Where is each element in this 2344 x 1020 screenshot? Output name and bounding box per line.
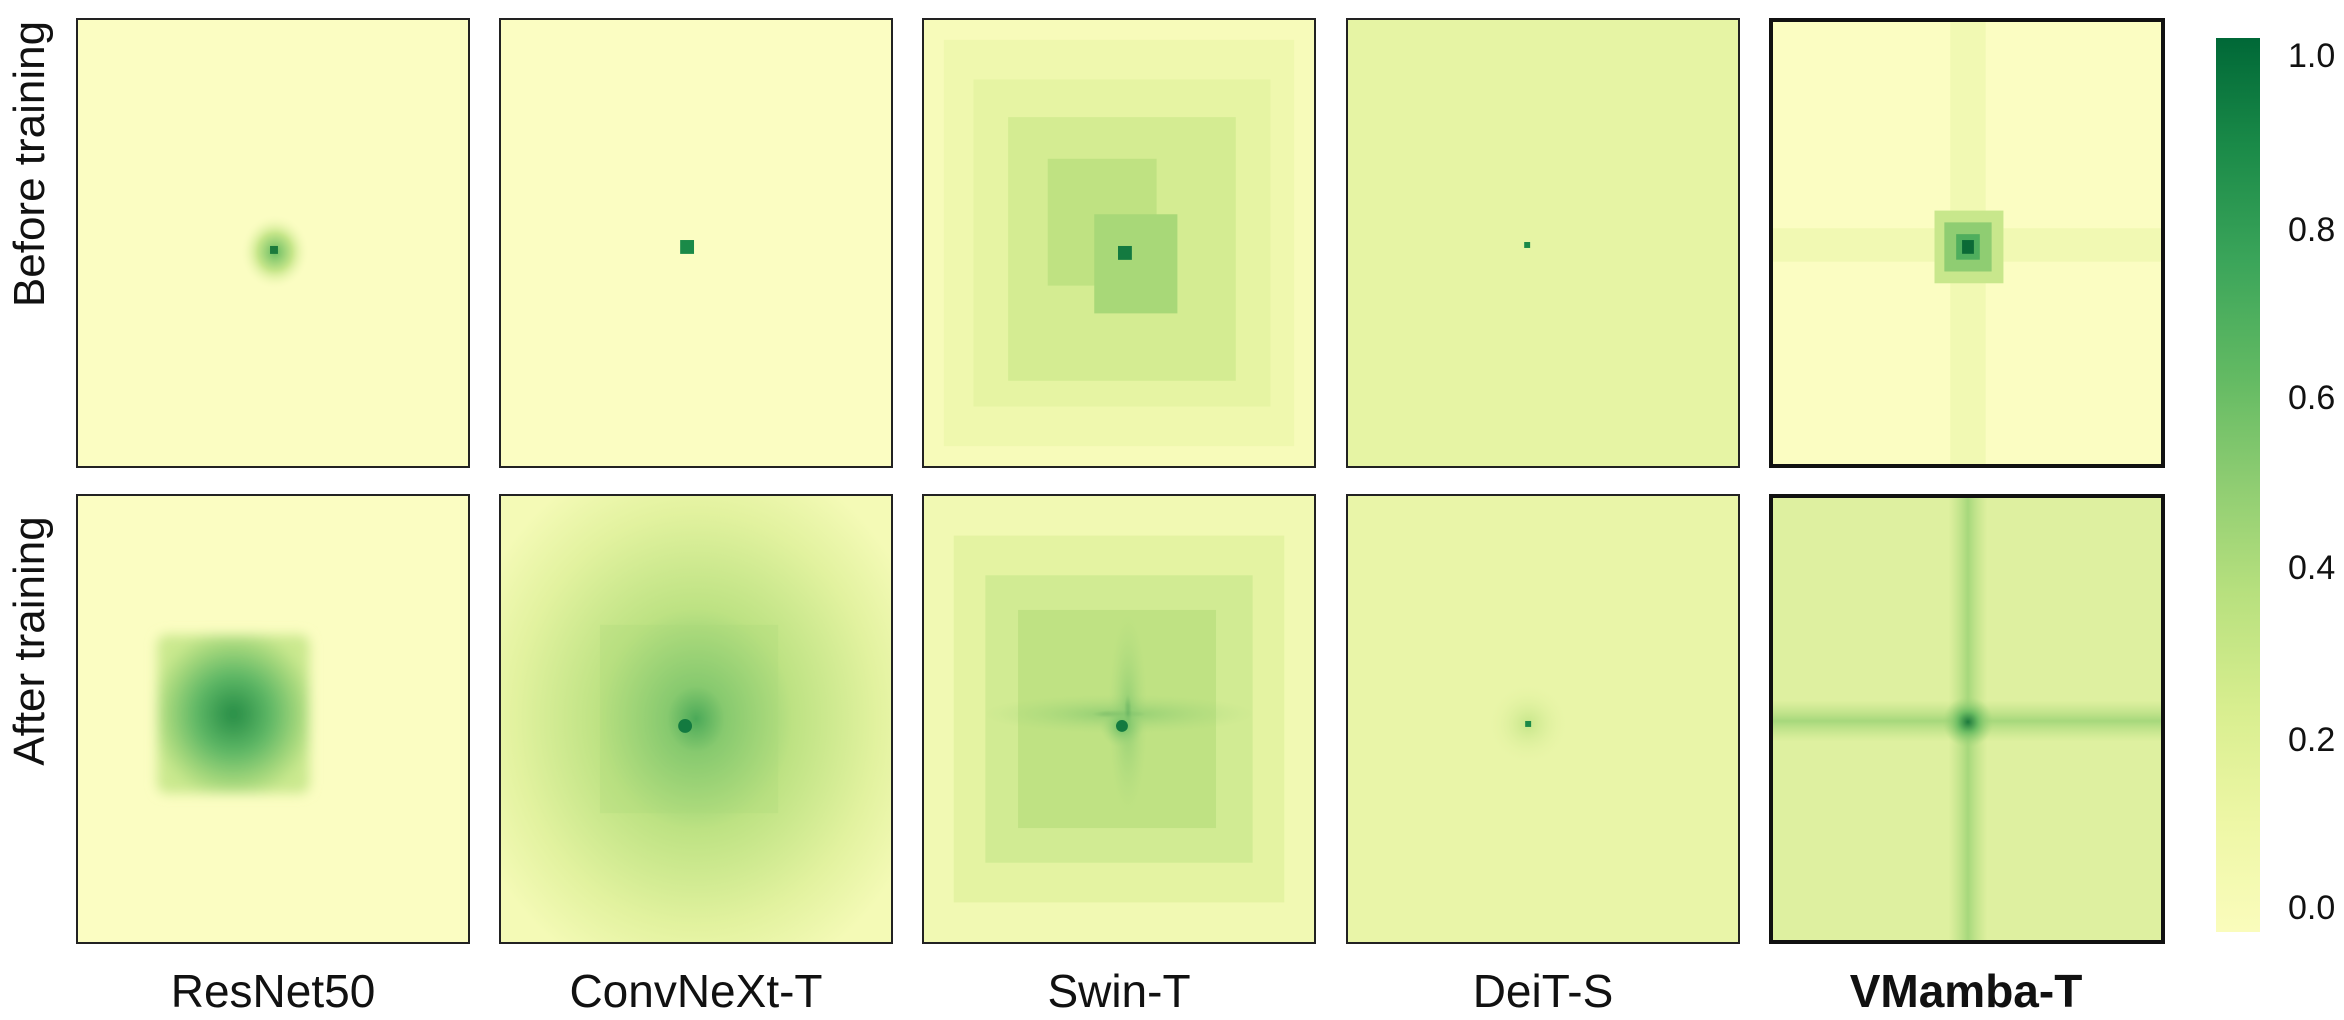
heatmap-vmamba-t-before xyxy=(1769,18,2165,468)
colorbar-tick-0-8: 0.8 xyxy=(2288,211,2336,249)
model-label-deit-s: DeiT-S xyxy=(1472,965,1614,1017)
model-label-resnet50: ResNet50 xyxy=(170,965,376,1017)
model-label-convnext-t: ConvNeXt-T xyxy=(569,965,823,1017)
model-label-vmamba-t: VMamba-T xyxy=(1849,965,2083,1017)
heatmap-deit-s-after xyxy=(1346,494,1740,944)
heatmap-vmamba-t-after xyxy=(1769,494,2165,944)
heatmap-convnext-t-before xyxy=(499,18,893,468)
colorbar-tick-0-0: 0.0 xyxy=(2288,889,2336,927)
colorbar-tick-0-6: 0.6 xyxy=(2288,379,2336,417)
model-label-swin-t: Swin-T xyxy=(1047,965,1191,1017)
colorbar-tick-0-4: 0.4 xyxy=(2288,549,2336,587)
heatmap-swin-t-before xyxy=(922,18,1316,468)
heatmap-convnext-t-after xyxy=(499,494,893,944)
heatmap-deit-s-before xyxy=(1346,18,1740,468)
row-label-after-training: After training xyxy=(5,516,54,766)
colorbar xyxy=(2216,38,2260,932)
colorbar-tick-0-2: 0.2 xyxy=(2288,721,2336,759)
heatmap-resnet50-after xyxy=(76,494,470,944)
heatmap-swin-t-after xyxy=(922,494,1316,944)
row-label-before-training: Before training xyxy=(5,20,54,308)
heatmap-resnet50-before xyxy=(76,18,470,468)
colorbar-tick-1-0: 1.0 xyxy=(2288,37,2336,75)
